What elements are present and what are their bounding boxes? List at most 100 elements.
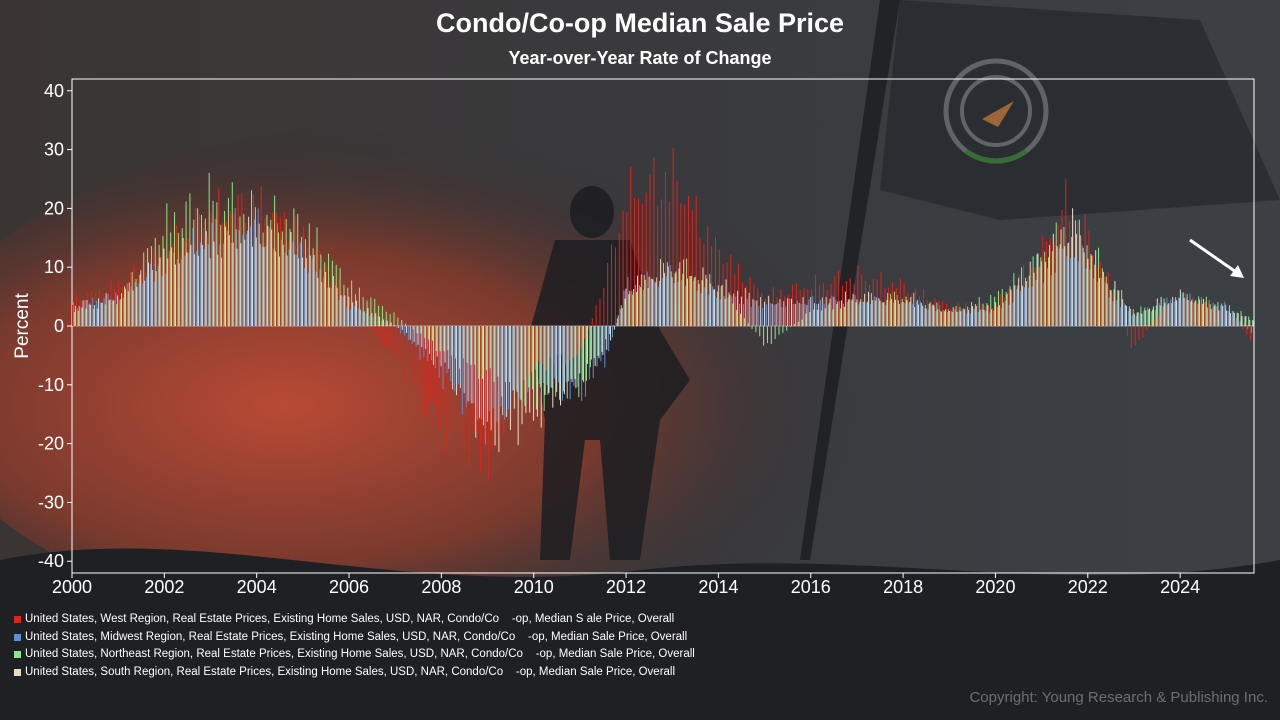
bar-midwest	[153, 281, 155, 326]
bar-south	[1179, 289, 1181, 326]
bar-midwest	[226, 230, 228, 326]
bar-west	[614, 247, 616, 326]
bar-south	[494, 326, 496, 446]
bar-northeast	[713, 289, 715, 326]
bar-northeast	[701, 280, 703, 326]
bar-northeast	[428, 326, 430, 340]
bar-midwest	[1058, 248, 1060, 326]
bar-west	[133, 265, 135, 326]
bar-west	[1115, 304, 1117, 326]
bar-midwest	[134, 282, 136, 326]
bar-northeast	[659, 280, 661, 326]
bar-south	[394, 325, 396, 326]
bar-midwest	[123, 297, 125, 326]
bar-south	[321, 282, 323, 326]
x-tick-label: 2022	[1068, 577, 1108, 597]
bar-northeast	[154, 237, 156, 326]
bar-midwest	[203, 249, 205, 326]
bar-northeast	[601, 326, 603, 352]
legend-item-northeast: United States, Northeast Region, Real Es…	[14, 646, 695, 664]
bar-south	[825, 297, 827, 326]
bar-south	[456, 326, 458, 396]
bar-midwest	[319, 269, 321, 326]
bar-northeast	[755, 326, 757, 333]
bar-west	[1015, 286, 1017, 326]
bar-west	[226, 221, 228, 326]
bar-west	[160, 257, 162, 326]
bar-west	[1227, 310, 1229, 326]
bar-midwest	[546, 326, 548, 385]
bar-west	[1177, 301, 1178, 326]
bar-south	[355, 300, 357, 326]
bar-midwest	[943, 310, 945, 326]
bar-west	[391, 326, 393, 351]
bar-south	[255, 237, 257, 326]
bar-west	[791, 284, 793, 326]
bar-west	[464, 326, 466, 454]
bar-northeast	[1213, 305, 1215, 326]
bar-west	[187, 238, 189, 326]
bar-northeast	[212, 200, 214, 326]
bar-northeast	[655, 282, 657, 326]
x-tick-label: 2006	[329, 577, 369, 597]
bar-midwest	[1139, 313, 1141, 326]
bar-south	[656, 277, 658, 326]
bar-west	[272, 212, 274, 326]
bar-south	[979, 310, 981, 326]
bar-south	[698, 283, 700, 326]
bar-west	[976, 303, 978, 326]
bar-west	[799, 290, 801, 326]
bar-northeast	[543, 326, 545, 411]
bar-northeast	[1163, 298, 1165, 326]
bar-west	[268, 226, 270, 326]
bar-midwest	[1104, 282, 1106, 326]
bar-south	[529, 326, 531, 413]
bar-midwest	[280, 239, 282, 326]
bar-west	[691, 210, 693, 326]
bar-northeast	[1144, 307, 1146, 326]
bar-midwest	[1220, 305, 1222, 326]
bar-northeast	[905, 296, 907, 326]
bar-northeast	[401, 320, 403, 326]
bar-northeast	[1198, 296, 1200, 326]
bar-south	[105, 293, 107, 326]
y-tick-label: -30	[38, 492, 64, 512]
bar-midwest	[119, 300, 121, 326]
bar-northeast	[1221, 303, 1223, 326]
bar-northeast	[1132, 309, 1134, 326]
bar-midwest	[488, 326, 490, 412]
bar-midwest	[269, 227, 271, 326]
bar-midwest	[1093, 278, 1095, 326]
bar-west	[738, 263, 740, 326]
bar-northeast	[1028, 275, 1030, 326]
bar-midwest	[438, 326, 440, 378]
bar-south	[821, 297, 823, 326]
bar-northeast	[231, 182, 233, 326]
bar-northeast	[455, 326, 457, 359]
bar-south	[432, 326, 434, 365]
bar-south	[1091, 255, 1093, 326]
bar-northeast	[81, 307, 83, 326]
bar-west	[895, 288, 897, 326]
bar-south	[471, 326, 473, 404]
bar-midwest	[973, 308, 975, 326]
bar-west	[534, 326, 536, 366]
bar-northeast	[639, 287, 641, 326]
bar-south	[1029, 261, 1031, 326]
bar-south	[902, 301, 904, 326]
bar-west	[668, 201, 670, 326]
bar-west	[611, 244, 613, 326]
bar-northeast	[439, 326, 441, 352]
bar-northeast	[817, 309, 819, 326]
bar-west	[595, 305, 597, 326]
bar-south	[702, 267, 704, 326]
copyright-text: Copyright: Young Research & Publishing I…	[969, 689, 1268, 706]
bar-west	[422, 326, 424, 411]
bar-northeast	[824, 308, 826, 326]
bar-northeast	[1167, 304, 1169, 326]
bar-west	[587, 326, 589, 329]
bar-midwest	[180, 259, 182, 326]
bar-west	[91, 290, 93, 326]
bar-northeast	[532, 326, 534, 390]
bar-west	[699, 238, 701, 326]
